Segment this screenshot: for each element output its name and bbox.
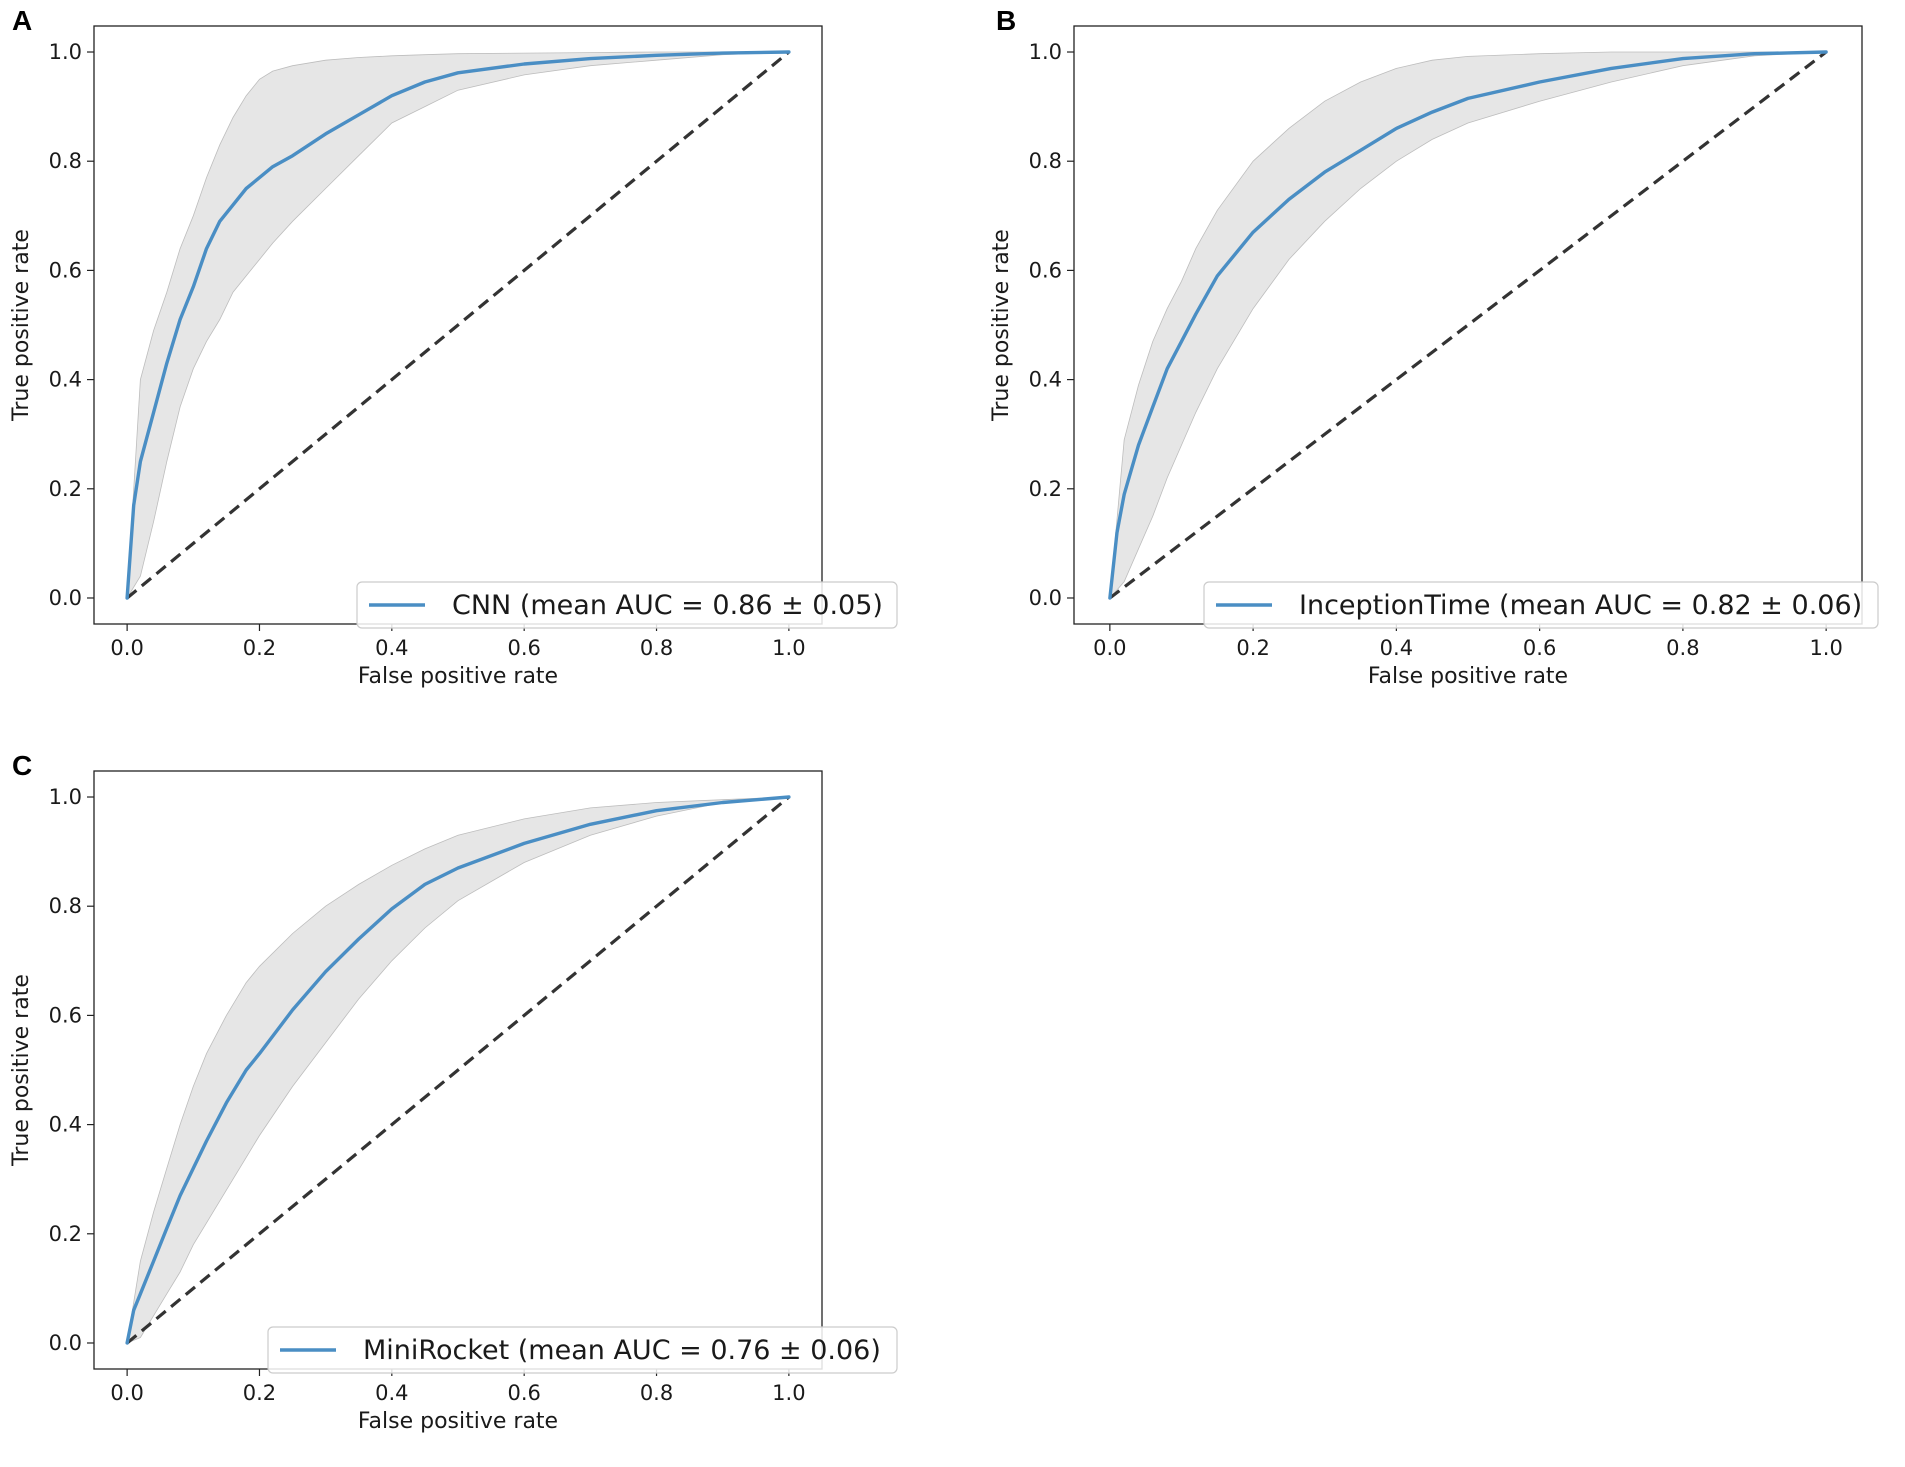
panel-b-ytick-label: 1.0 [1029,40,1062,64]
panel-a-xtick-label: 0.4 [375,636,408,660]
panel-c-xlabel: False positive rate [358,1409,558,1434]
panel-a-letter: A [12,5,32,36]
panel-b-legend-label: InceptionTime (mean AUC = 0.82 ± 0.06) [1299,590,1862,621]
panel-c-legend: MiniRocket (mean AUC = 0.76 ± 0.06) [267,1326,898,1374]
panel-c-xtick-label: 0.6 [507,1381,540,1405]
panel-b-xtick-label: 0.6 [1523,636,1556,660]
panel-b-legend-box [1203,581,1879,629]
panel-c-letter: C [12,750,32,781]
panel-a-xtick-label: 0.2 [243,636,276,660]
panel-b-xtick-label: 0.2 [1236,636,1269,660]
panel-a-ytick-label: 0.2 [49,477,82,501]
panel-a-xlabel: False positive rate [358,664,558,689]
panel-c-ytick-label: 0.8 [49,894,82,918]
panel-c-chance-line [126,795,790,1345]
panel-c: C 0.0 0.0 0.2 0.2 0.4 0.4 0.6 0.6 0.8 0.8 1.0 1.0 Fal… [9,750,898,1434]
panel-b-ytick-label: 0.4 [1029,368,1062,392]
panel-b-letter: B [996,5,1016,36]
panel-a-chance-line [126,50,790,600]
panel-b-xtick-label: 0.0 [1093,636,1126,660]
panel-a: A 0.0 0.0 0.2 0.2 0.4 0.4 0.6 0.6 0.8 0.8 1.0 1.0 Fal… [9,5,898,689]
panel-c-xtick-label: 0.2 [243,1381,276,1405]
panel-b: B 0.0 0.0 0.2 0.2 0.4 0.4 0.6 0.6 0.8 0.8 1.0 1.0 Fal… [989,5,1879,689]
panel-a-xtick-label: 0.8 [640,636,673,660]
panel-a-xtick-label: 0.6 [507,636,540,660]
panel-c-xtick-label: 0.8 [640,1381,673,1405]
panel-a-ytick-label: 1.0 [49,40,82,64]
panel-a-ytick-label: 0.8 [49,149,82,173]
panel-c-xtick-label: 0.4 [375,1381,408,1405]
panel-b-ytick-label: 0.8 [1029,149,1062,173]
panel-c-legend-label: MiniRocket (mean AUC = 0.76 ± 0.06) [363,1335,881,1366]
panel-b-xtick-label: 1.0 [1809,636,1842,660]
panel-a-ylabel: True positive rate [9,229,34,422]
panel-c-ytick-label: 0.2 [49,1222,82,1246]
panel-c-legend-box [267,1326,898,1374]
panel-b-ytick-label: 0.6 [1029,258,1062,282]
panel-a-ytick-label: 0.6 [49,258,82,282]
panel-a-legend-box [356,581,898,629]
panel-c-ytick-label: 0.4 [49,1113,82,1137]
panel-c-ylabel: True positive rate [9,974,34,1167]
panel-c-roc-curve [125,795,791,1345]
panel-c-ytick-label: 0.0 [49,1331,82,1355]
panel-c-xtick-label: 1.0 [772,1381,805,1405]
panel-b-legend: InceptionTime (mean AUC = 0.82 ± 0.06) [1203,581,1879,629]
panel-b-ytick-label: 0.2 [1029,477,1062,501]
panel-b-chance-line [1108,50,1828,600]
panel-a-ytick-label: 0.4 [49,368,82,392]
panel-b-xtick-label: 0.8 [1666,636,1699,660]
panel-b-ytick-label: 0.0 [1029,586,1062,610]
panel-b-xtick-label: 0.4 [1380,636,1413,660]
panel-b-xlabel: False positive rate [1368,664,1568,689]
panel-c-ytick-label: 1.0 [49,785,82,809]
panel-a-roc-curve [125,50,791,600]
panel-c-ytick-label: 0.6 [49,1003,82,1027]
panel-a-xtick-label: 1.0 [772,636,805,660]
panel-c-xtick-label: 0.0 [110,1381,143,1405]
panel-a-legend: CNN (mean AUC = 0.86 ± 0.05) [356,581,898,629]
panel-a-ytick-label: 0.0 [49,586,82,610]
panel-a-xtick-label: 0.0 [110,636,143,660]
panel-b-roc-curve [1108,50,1828,600]
panel-a-legend-label: CNN (mean AUC = 0.86 ± 0.05) [452,590,883,621]
panel-b-ylabel: True positive rate [989,229,1014,422]
